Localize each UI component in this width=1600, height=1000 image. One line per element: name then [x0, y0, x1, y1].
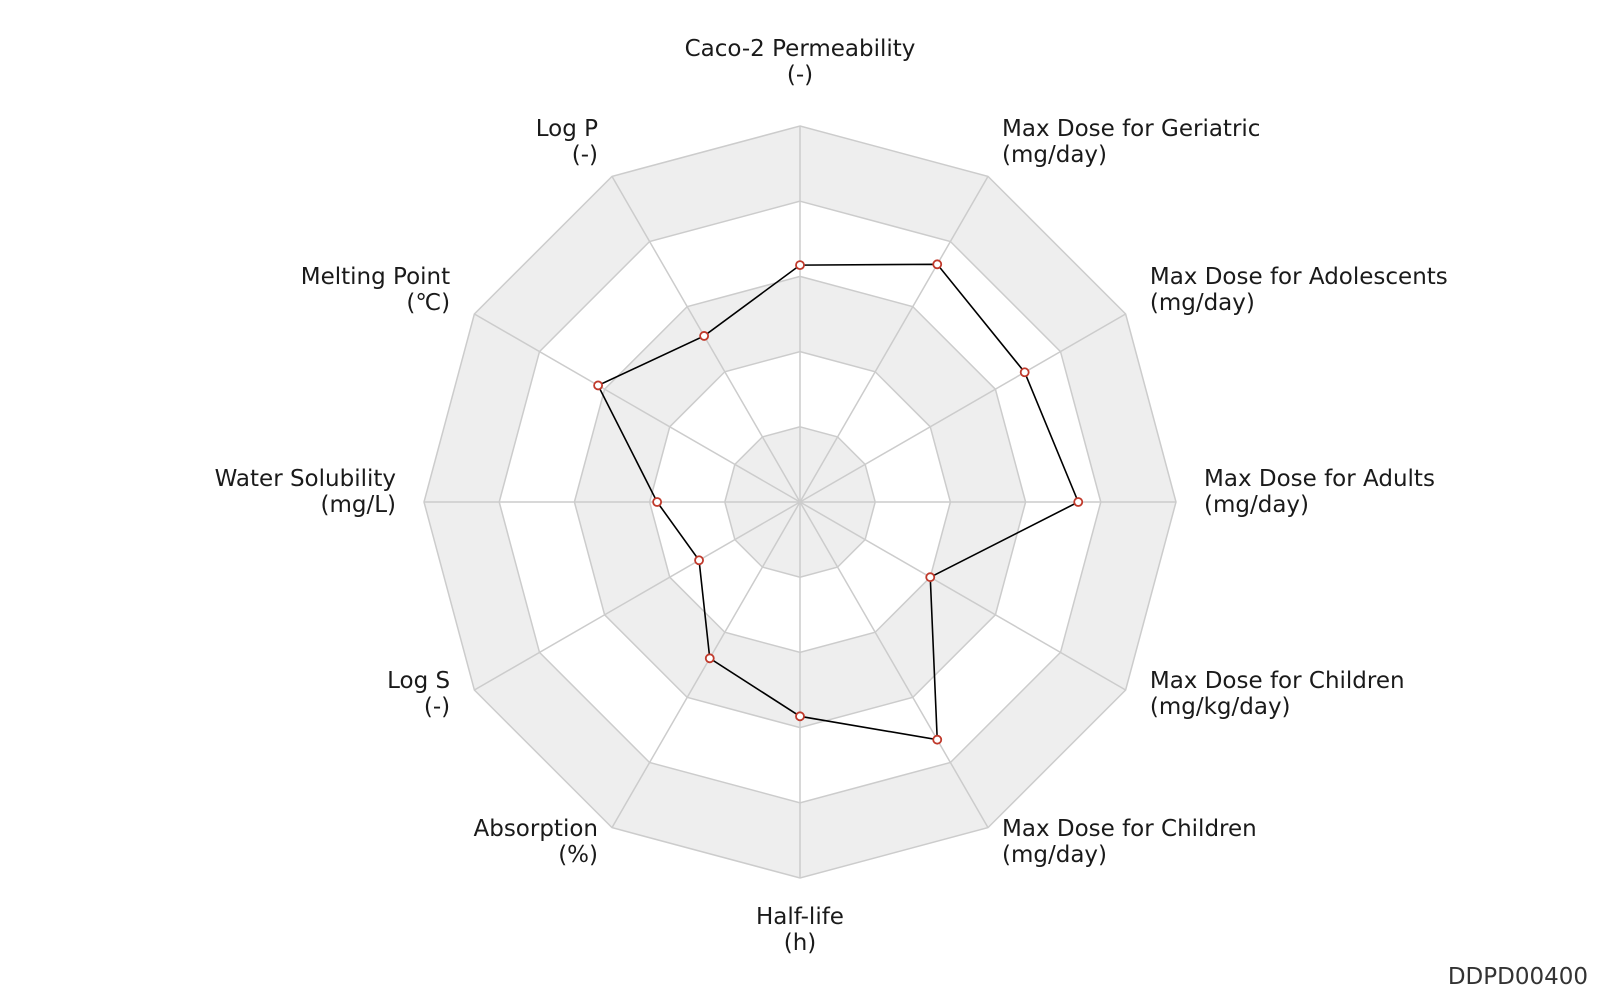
axis-label: Absorption (%): [473, 816, 598, 868]
axis-label: Max Dose for Adolescents (mg/day): [1150, 264, 1448, 316]
axis-label: Melting Point (℃): [301, 264, 450, 316]
axis-label: Max Dose for Children (mg/day): [1002, 816, 1257, 868]
radar-point: [932, 259, 943, 270]
radar-point: [699, 331, 710, 341]
axis-label: Half-life (h): [756, 904, 844, 956]
radar-spoke: [799, 175, 989, 503]
axis-label-unit: (mg/day): [1002, 142, 1107, 168]
axis-label: Max Dose for Adults (mg/day): [1204, 466, 1435, 518]
axis-label: Max Dose for Geriatric (mg/day): [1002, 116, 1260, 168]
axis-label-unit: (mg/kg/day): [1150, 694, 1291, 720]
axis-label-unit: (mg/day): [1002, 842, 1107, 868]
radar-spoke: [799, 313, 1127, 503]
radar-spokes: [424, 126, 1176, 878]
radar-spoke: [473, 313, 801, 503]
axis-label-name: Max Dose for Children: [1002, 816, 1257, 842]
radar-point: [1019, 367, 1030, 378]
axis-label-name: Max Dose for Geriatric: [1002, 116, 1260, 142]
radar-point: [795, 260, 805, 271]
radar-series: [593, 259, 1084, 745]
axis-label-name: Max Dose for Adolescents: [1150, 264, 1448, 290]
radar-band: [574, 276, 1026, 728]
axis-label-name: Absorption: [473, 816, 598, 842]
axis-label-name: Half-life: [756, 904, 844, 930]
radar-point: [652, 497, 663, 507]
axis-label-name: Log P: [536, 116, 598, 142]
axis-label-unit: (mg/day): [1204, 492, 1309, 518]
axis-label-name: Max Dose for Children: [1150, 668, 1405, 694]
radar-point: [925, 572, 936, 583]
radar-point: [694, 555, 704, 566]
axis-label: Max Dose for Children (mg/kg/day): [1150, 668, 1405, 720]
radar-point: [593, 380, 604, 391]
axis-label-unit: (mg/L): [320, 492, 396, 518]
watermark-text: DDPD00400: [1447, 964, 1588, 990]
axis-label-unit: (-): [787, 62, 813, 88]
axis-label: Water Solubility (mg/L): [215, 466, 396, 518]
axis-label: Caco-2 Permeability (-): [685, 36, 916, 88]
axis-label-name: Max Dose for Adults: [1204, 466, 1435, 492]
axis-label-unit: (%): [558, 842, 598, 868]
axis-label-name: Melting Point: [301, 264, 450, 290]
radar-spoke: [799, 501, 1127, 691]
axis-label-name: Log S: [387, 668, 450, 694]
axis-label: Log S (-): [387, 668, 450, 720]
radar-spoke: [611, 501, 801, 829]
radar-spoke: [799, 501, 989, 829]
axis-label-unit: (-): [424, 694, 450, 720]
axis-label-name: Water Solubility: [215, 466, 396, 492]
radar-axis-labels: Caco-2 Permeability (-)Max Dose for Geria…: [215, 36, 1448, 956]
radar-point: [1073, 497, 1084, 507]
axis-label-unit: (-): [572, 142, 598, 168]
radar-point: [795, 711, 805, 722]
radar-point: [704, 653, 715, 664]
radar-point: [932, 734, 943, 745]
axis-label: Log P (-): [536, 116, 598, 168]
axis-label-unit: (mg/day): [1150, 290, 1255, 316]
axis-label-name: Caco-2 Permeability: [685, 36, 916, 62]
radar-spoke: [473, 501, 801, 691]
axis-label-unit: (h): [784, 930, 817, 956]
axis-label-unit: (℃): [406, 290, 450, 316]
